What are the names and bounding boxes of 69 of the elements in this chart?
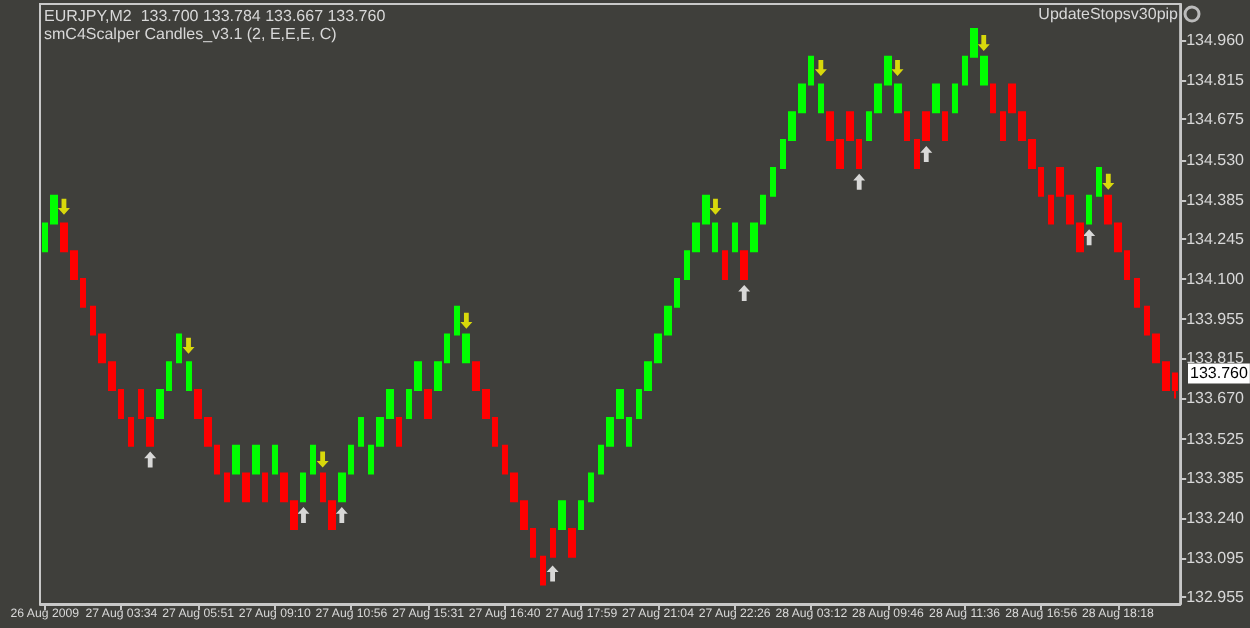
candlestick [186,361,192,392]
y-tick-label: 133.240 [1186,508,1246,527]
y-tick-label: 134.815 [1186,71,1246,90]
y-tick-label: 133.525 [1186,429,1246,448]
point [1102,173,1115,190]
candlestick [252,444,260,475]
candlestick [232,444,240,475]
y-tick-label: 134.245 [1186,229,1246,248]
y-tick-label: 133.670 [1186,389,1246,408]
point [546,565,559,582]
y-tick-label: 133.095 [1186,549,1246,568]
candlestick [224,472,230,503]
candlestick [424,389,432,419]
candlestick [300,472,306,503]
candlestick [272,444,278,475]
candlestick [578,500,584,530]
candlestick [952,83,958,114]
y-tick-label: 134.960 [1186,31,1246,50]
point [814,59,827,76]
y-tick-label: 133.385 [1186,468,1246,487]
point [920,146,933,162]
y-tick-label: 132.955 [1186,588,1246,607]
candlestick [262,472,268,503]
candlestick [242,472,250,503]
y-tick-label: 134.530 [1186,150,1246,169]
candlestick [310,444,316,475]
candlestick [588,472,594,503]
y-tick-label: 133.955 [1186,310,1246,329]
candlestick [558,500,566,530]
y-tick-label: 134.675 [1186,110,1246,129]
point [335,507,348,524]
candlestick [358,416,364,447]
y-tick-label: 133.815 [1186,349,1246,368]
candlestick [722,250,728,280]
candlestick [732,222,738,253]
chart-title: EURJPY,M2 133.700 133.784 133.667 133.760 [44,7,387,25]
candlestick [932,83,940,114]
point [977,34,990,51]
point [316,451,329,468]
point [891,59,904,76]
candlestick [990,83,996,114]
candlestick [1096,166,1102,197]
candlestick [740,250,748,280]
candlestick [550,528,556,558]
point [182,337,195,354]
y-tick-label: 134.385 [1186,190,1246,209]
point [709,198,722,215]
candlestick [942,111,948,142]
candlestick [128,416,134,447]
candlestick [176,333,182,364]
candlestick [540,555,546,586]
y-tick-label: 134.100 [1186,270,1246,288]
point [853,173,866,190]
point [144,451,157,468]
point [57,198,70,215]
text: 133.760 [1190,364,1249,383]
point [297,507,310,524]
candlestick [818,83,824,114]
candlestick [396,416,402,447]
candlestick [770,166,776,197]
point [738,284,751,301]
candlestick [1086,194,1092,225]
annotation: UpdateStopsv30pip [1038,5,1180,23]
candlestick [904,111,910,142]
point [460,312,473,329]
candlestick [1134,278,1140,308]
text: smC4Scalper Candles_v3.1 (2, E,E,E, C) [44,25,338,43]
candlestick [568,528,576,558]
point [1083,229,1096,246]
